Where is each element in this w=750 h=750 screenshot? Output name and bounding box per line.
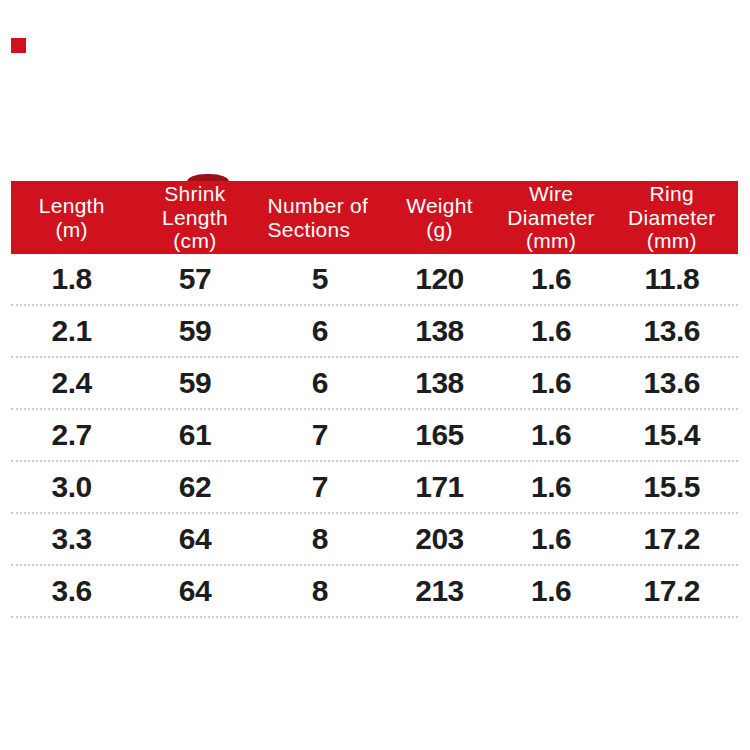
cell-number-of-sections: 8 (257, 574, 382, 608)
header-cell-ring-diameter: Ring Diameter (mm) (606, 181, 738, 254)
cell-weight-g: 203 (382, 522, 496, 556)
header-cell-length: Length (m) (11, 181, 132, 254)
table-row: 1.8 57 5 120 1.6 11.8 (11, 254, 738, 306)
header-line: Wire (529, 182, 573, 206)
table-row: 3.3 64 8 203 1.6 17.2 (11, 514, 738, 566)
cell-shrink-length-cm: 62 (132, 470, 257, 504)
header-line: (mm) (526, 229, 576, 253)
table-row: 3.6 64 8 213 1.6 17.2 (11, 566, 738, 618)
cell-weight-g: 138 (382, 366, 496, 400)
table-header-row: Length (m) Shrink Length (cm) Number of … (11, 181, 738, 254)
cell-weight-g: 120 (382, 262, 496, 296)
cell-ring-diameter-mm: 17.2 (606, 574, 738, 608)
header-cell-number-of-sections: Number of Sections (257, 181, 382, 254)
cell-ring-diameter-mm: 13.6 (606, 314, 738, 348)
header-cell-shrink-length: Shrink Length (cm) (132, 181, 257, 254)
header-line: Number of (267, 194, 368, 218)
cell-ring-diameter-mm: 13.6 (606, 366, 738, 400)
cell-length-m: 3.6 (11, 574, 132, 608)
header-cell-wire-diameter: Wire Diameter (mm) (497, 181, 606, 254)
cell-ring-diameter-mm: 15.5 (606, 470, 738, 504)
header-line: (mm) (647, 229, 697, 253)
cell-weight-g: 171 (382, 470, 496, 504)
cell-wire-diameter-mm: 1.6 (497, 262, 606, 296)
cell-wire-diameter-mm: 1.6 (497, 418, 606, 452)
cell-length-m: 1.8 (11, 262, 132, 296)
header-line: Shrink (164, 182, 225, 206)
cell-weight-g: 165 (382, 418, 496, 452)
header-line: (cm) (173, 229, 216, 253)
cell-length-m: 2.4 (11, 366, 132, 400)
cell-number-of-sections: 5 (257, 262, 382, 296)
cell-shrink-length-cm: 64 (132, 574, 257, 608)
cell-ring-diameter-mm: 17.2 (606, 522, 738, 556)
cell-number-of-sections: 8 (257, 522, 382, 556)
table-row: 3.0 62 7 171 1.6 15.5 (11, 462, 738, 514)
header-line: Diameter (628, 206, 716, 230)
cell-weight-g: 138 (382, 314, 496, 348)
cell-wire-diameter-mm: 1.6 (497, 470, 606, 504)
cell-number-of-sections: 6 (257, 366, 382, 400)
cell-wire-diameter-mm: 1.6 (497, 366, 606, 400)
cell-length-m: 2.7 (11, 418, 132, 452)
table-row: 2.7 61 7 165 1.6 15.4 (11, 410, 738, 462)
red-marker (11, 38, 26, 53)
header-cell-weight: Weight (g) (382, 181, 496, 254)
cell-number-of-sections: 7 (257, 418, 382, 452)
cell-shrink-length-cm: 61 (132, 418, 257, 452)
header-line: Weight (406, 194, 473, 218)
cell-shrink-length-cm: 64 (132, 522, 257, 556)
cell-wire-diameter-mm: 1.6 (497, 574, 606, 608)
cell-length-m: 2.1 (11, 314, 132, 348)
header-line: (m) (56, 218, 88, 242)
cell-shrink-length-cm: 57 (132, 262, 257, 296)
header-line: Sections (267, 218, 350, 242)
cell-weight-g: 213 (382, 574, 496, 608)
header-line: Length (162, 206, 228, 230)
cell-ring-diameter-mm: 15.4 (606, 418, 738, 452)
table-row: 2.1 59 6 138 1.6 13.6 (11, 306, 738, 358)
header-line: (g) (426, 218, 453, 242)
header-line: Ring (650, 182, 694, 206)
cell-wire-diameter-mm: 1.6 (497, 314, 606, 348)
cell-shrink-length-cm: 59 (132, 314, 257, 348)
header-line: Diameter (507, 206, 595, 230)
cell-number-of-sections: 6 (257, 314, 382, 348)
cell-number-of-sections: 7 (257, 470, 382, 504)
cell-shrink-length-cm: 59 (132, 366, 257, 400)
cell-ring-diameter-mm: 11.8 (606, 262, 738, 296)
cell-length-m: 3.0 (11, 470, 132, 504)
header-line: Length (39, 194, 105, 218)
table-row: 2.4 59 6 138 1.6 13.6 (11, 358, 738, 410)
cell-wire-diameter-mm: 1.6 (497, 522, 606, 556)
spec-table: Length (m) Shrink Length (cm) Number of … (11, 181, 738, 618)
cell-length-m: 3.3 (11, 522, 132, 556)
